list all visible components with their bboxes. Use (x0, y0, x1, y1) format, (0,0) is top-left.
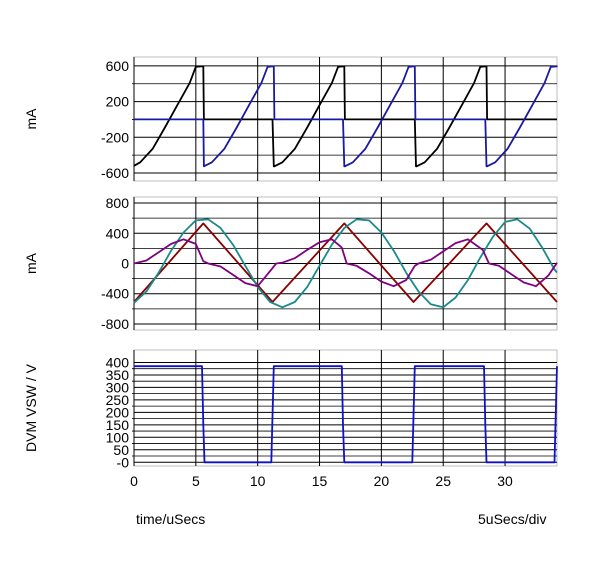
x-tick-label: 0 (130, 473, 138, 489)
x-tick-label: 20 (374, 473, 390, 489)
series-line-1 (134, 365, 558, 464)
y-axis-label: mA (23, 252, 39, 274)
y-tick-label: 200 (106, 94, 130, 110)
y-tick-label: 150 (106, 417, 130, 433)
x-tick-label: 30 (497, 473, 513, 489)
series-line-3 (133, 238, 558, 288)
panel-2: 800 400 0 -400 -800 mA (23, 195, 558, 332)
plot-frame (133, 349, 558, 467)
y-tick-label: 0 (121, 256, 129, 272)
y-tick-label: 200 (106, 404, 130, 420)
y-tick-label: 250 (106, 392, 130, 408)
time-scale-label: 5uSecs/div (478, 511, 547, 527)
series-line-2 (133, 218, 558, 309)
y-tick-label: 50 (113, 442, 129, 458)
y-tick-label: -400 (101, 286, 129, 302)
x-tick-label: 25 (435, 473, 451, 489)
y-axis-label: DVM VSW / V (23, 363, 39, 452)
x-tick-label: 5 (192, 473, 200, 489)
series-line-1 (133, 65, 557, 168)
y-axis-label: mA (23, 108, 39, 130)
panel-1: 600 200 -200 -600 mA (23, 56, 558, 182)
y-tick-label: 400 (106, 354, 130, 370)
x-axis-label: time/uSecs (136, 511, 206, 527)
y-tick-label: 100 (106, 429, 130, 445)
y-tick-label: 300 (106, 379, 130, 395)
x-tick-label: 10 (250, 473, 266, 489)
y-tick-label: -0 (117, 454, 130, 470)
y-tick-label: 800 (106, 195, 130, 211)
x-tick-label: 15 (312, 473, 328, 489)
y-tick-label: 350 (106, 367, 130, 383)
y-tick-label: -800 (101, 316, 129, 332)
y-tick-label: 400 (106, 225, 130, 241)
y-tick-label: -600 (101, 165, 129, 181)
y-tick-label: 600 (106, 58, 130, 74)
y-tick-label: -200 (101, 129, 129, 145)
series-line-2 (134, 65, 558, 168)
series-line-1 (133, 222, 558, 303)
